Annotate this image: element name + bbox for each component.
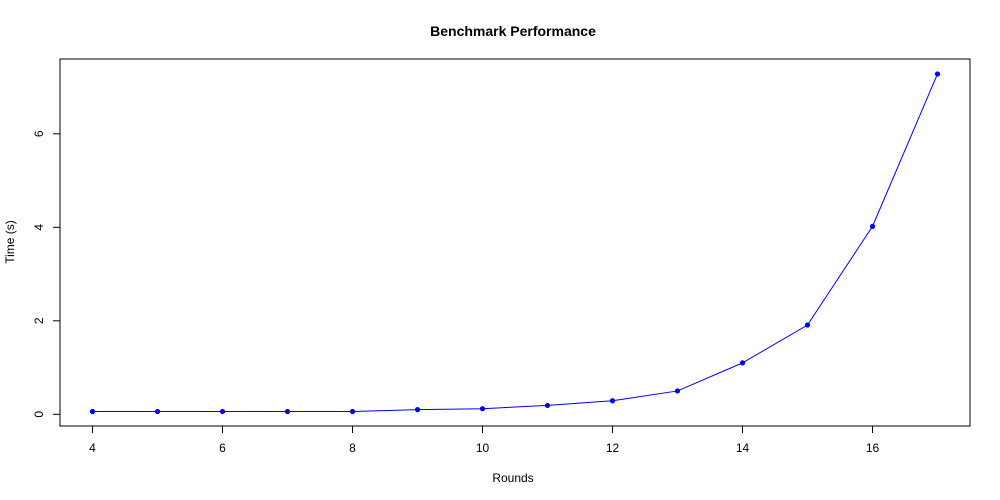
x-axis: 4 6 8 10 12 14 16 — [89, 426, 879, 455]
x-tick-label-12: 12 — [606, 441, 620, 455]
data-point-4 — [89, 408, 96, 415]
series-line-0 — [92, 73, 938, 413]
x-tick-label-14: 14 — [736, 441, 750, 455]
data-point-16 — [869, 223, 876, 229]
data-point-10 — [479, 406, 486, 412]
data-point-8 — [349, 408, 356, 415]
data-point-13 — [674, 388, 681, 394]
x-tick-label-8: 8 — [349, 441, 356, 455]
x-tick-label-4: 4 — [89, 441, 96, 455]
data-point-12 — [609, 398, 616, 404]
plot-frame — [59, 58, 971, 427]
y-tick-label-2: 2 — [32, 317, 46, 324]
y-tick-label-6: 6 — [32, 130, 46, 137]
x-tick-label-6: 6 — [219, 441, 226, 455]
chart-title: Benchmark Performance — [430, 23, 596, 39]
data-point-14 — [739, 360, 746, 366]
y-axis: 0 2 4 6 — [32, 130, 60, 418]
data-point-15 — [804, 322, 811, 328]
data-point-17 — [934, 71, 941, 77]
x-tick-label-10: 10 — [476, 441, 490, 455]
y-tick-label-0: 0 — [32, 411, 46, 418]
data-point-5 — [154, 408, 161, 415]
y-axis-label: Time (s) — [3, 220, 17, 264]
x-axis-label: Rounds — [492, 471, 533, 485]
y-tick-label-4: 4 — [32, 224, 46, 231]
data-point-6 — [219, 408, 226, 415]
series-layer — [89, 71, 941, 415]
x-tick-label-16: 16 — [866, 441, 880, 455]
data-point-9 — [414, 407, 421, 413]
data-point-7 — [284, 408, 291, 415]
data-point-11 — [544, 402, 551, 409]
